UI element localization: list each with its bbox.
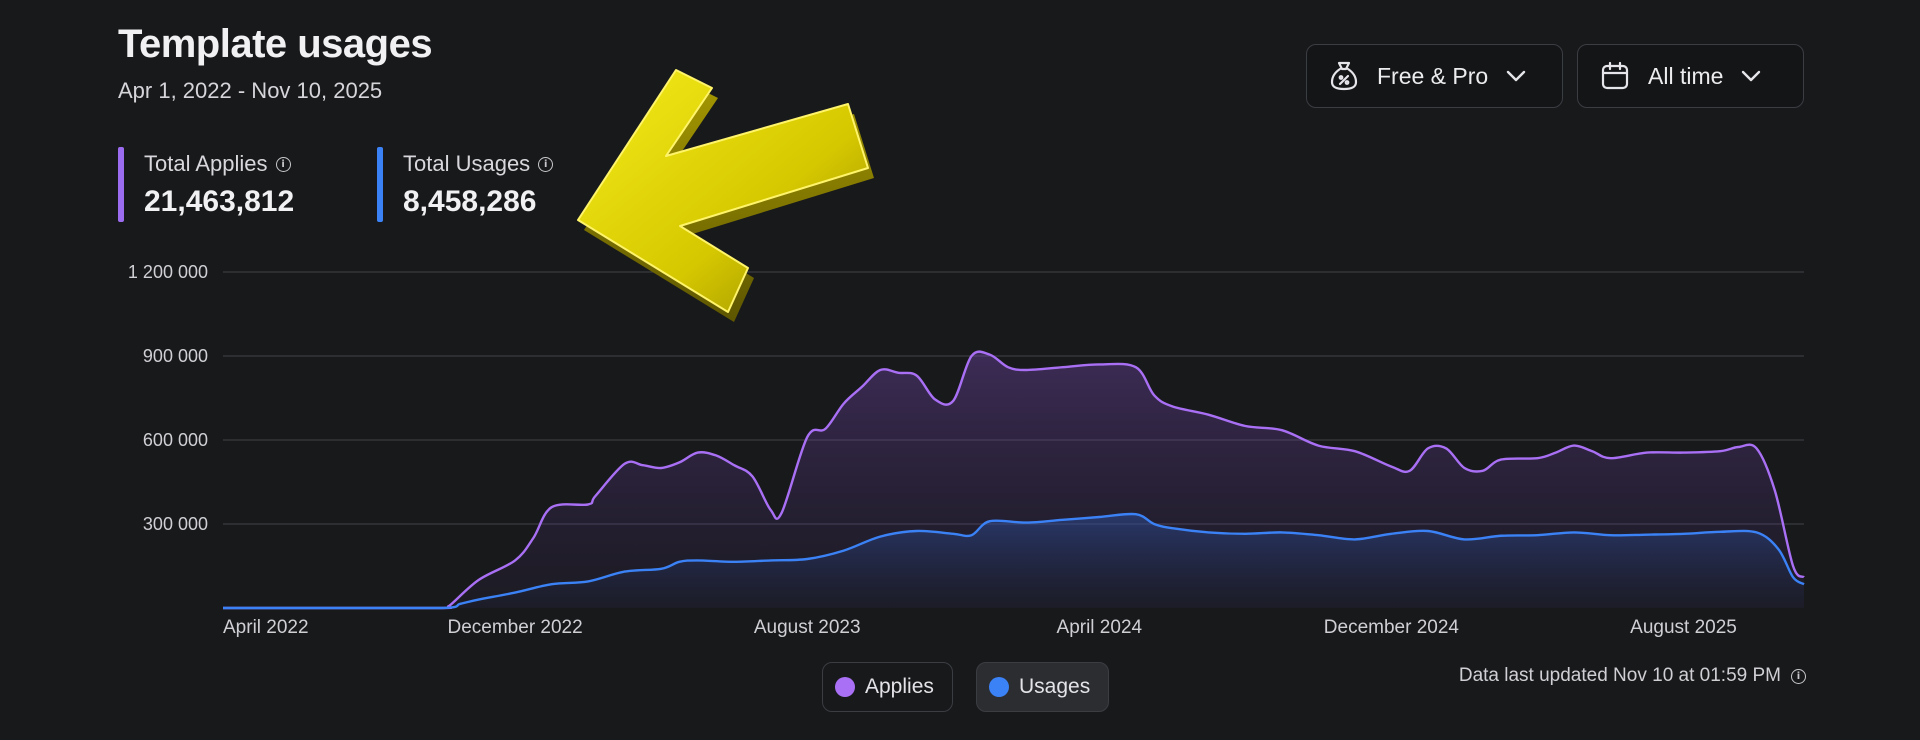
y-tick-label: 600 000 [143, 430, 208, 450]
last-updated: Data last updated Nov 10 at 01:59 PM i [1459, 665, 1806, 687]
calendar-icon [1601, 61, 1629, 90]
time-filter-label: All time [1648, 62, 1724, 89]
legend-label: Usages [1019, 675, 1091, 698]
legend-toggle-usages[interactable]: Usages [976, 662, 1110, 712]
legend-toggle-applies[interactable]: Applies [822, 662, 953, 712]
page-title: Template usages [118, 22, 433, 66]
metric-total-usages: Total Usages i 8,458,286 [377, 147, 554, 222]
series-line-usages [222, 512, 1805, 610]
info-icon[interactable]: i [538, 156, 554, 172]
metric-color-bar [377, 147, 383, 222]
x-tick-label: August 2023 [754, 617, 861, 638]
yellow-arrow-icon [577, 69, 874, 322]
time-filter-dropdown[interactable]: All time [1577, 44, 1804, 108]
x-tick-label: April 2022 [223, 617, 309, 638]
metric-total-applies: Total Applies i 21,463,812 [118, 147, 294, 222]
money-bag-icon [1330, 61, 1358, 91]
x-tick-label: December 2024 [1324, 617, 1460, 638]
series-area-applies [223, 351, 1804, 608]
info-icon[interactable]: i [1791, 668, 1806, 684]
date-range: Apr 1, 2022 - Nov 10, 2025 [118, 78, 383, 103]
last-updated-text: Data last updated Nov 10 at 01:59 PM [1458, 665, 1781, 686]
plan-filter-dropdown[interactable]: Free & Pro [1306, 44, 1563, 108]
metric-label: Total Applies [144, 151, 268, 176]
y-tick-label: 300 000 [143, 514, 208, 534]
legend-dot [835, 677, 855, 697]
series-line-applies [222, 350, 1805, 610]
metric-value: 8,458,286 [403, 185, 537, 218]
metric-color-bar [118, 147, 124, 222]
chevron-down-icon [1507, 70, 1526, 82]
metric-label: Total Usages [403, 151, 531, 176]
y-tick-label: 900 000 [143, 346, 208, 366]
plan-filter-label: Free & Pro [1377, 62, 1489, 89]
x-tick-label: December 2022 [448, 617, 583, 638]
x-tick-label: April 2024 [1057, 617, 1143, 638]
legend-label: Applies [865, 675, 934, 698]
legend-dot [989, 677, 1009, 697]
info-icon[interactable]: i [275, 156, 291, 172]
y-tick-label: 1 200 000 [128, 262, 208, 282]
metric-value: 21,463,812 [144, 185, 295, 218]
series-area-usages [223, 513, 1804, 608]
x-tick-label: August 2025 [1630, 617, 1737, 638]
chevron-down-icon [1742, 70, 1761, 82]
